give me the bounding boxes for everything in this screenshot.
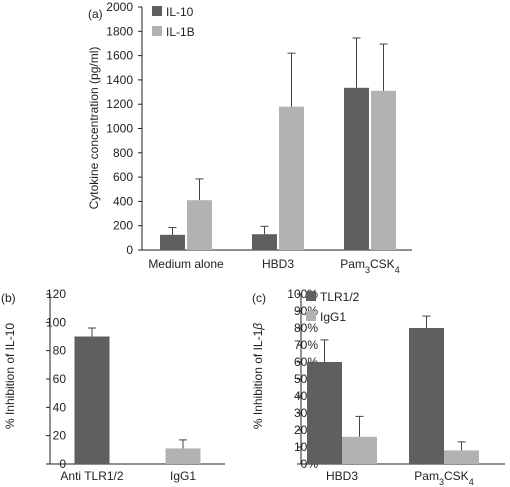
y-tick-label: 1800 xyxy=(106,24,133,38)
legend-swatch xyxy=(152,26,162,36)
x-tick-label: Pam3CSK4 xyxy=(414,469,473,487)
legend-label: IgG1 xyxy=(320,310,346,324)
bar xyxy=(187,200,212,250)
chart-panel-3: (c)0%10%20%30%40%50%60%70%80%90%100%% In… xyxy=(251,287,505,487)
y-tick-label: 20 xyxy=(53,429,67,443)
x-tick-label: HBD3 xyxy=(262,257,294,271)
bar xyxy=(409,328,444,464)
x-tick-label: Anti TLR1/2 xyxy=(60,469,123,483)
y-tick-label: 800 xyxy=(113,146,133,160)
legend-swatch xyxy=(306,311,316,321)
y-tick-label: 100 xyxy=(46,315,66,329)
legend-label: TLR1/2 xyxy=(320,290,360,304)
y-tick-label: 40 xyxy=(53,400,67,414)
y-tick-label: 80 xyxy=(53,344,67,358)
x-tick-label: Medium alone xyxy=(148,257,224,271)
panel-label: (a) xyxy=(88,7,103,21)
y-tick-label: 1600 xyxy=(106,49,133,63)
y-tick-label: 0 xyxy=(126,243,133,257)
y-axis-label: Cytokine concentration (pg/ml) xyxy=(87,47,101,210)
legend-label: IL-10 xyxy=(166,5,194,19)
legend-swatch xyxy=(152,6,162,16)
y-tick-label: 80% xyxy=(294,321,318,335)
y-tick-label: 70% xyxy=(294,338,318,352)
y-tick-label: 1000 xyxy=(106,122,133,136)
y-tick-label: 60 xyxy=(53,372,67,386)
y-tick-label: 200 xyxy=(113,219,133,233)
legend-label: IL-1B xyxy=(166,25,195,39)
chart-panel-1: (a) 0 200 400 600 800 1000 1200 1400 1600 1800 2000… xyxy=(87,0,412,275)
bar xyxy=(307,362,342,464)
bar xyxy=(160,234,185,250)
panel-label: (c) xyxy=(252,291,266,305)
y-tick-label: 1400 xyxy=(106,73,133,87)
y-tick-label: 2000 xyxy=(106,0,133,14)
legend-swatch xyxy=(306,291,316,301)
bar xyxy=(165,448,201,464)
bar xyxy=(444,450,479,464)
x-tick-label: IgG1 xyxy=(170,469,196,483)
panel-label: (b) xyxy=(1,291,16,305)
y-tick-label: 120 xyxy=(46,287,66,301)
y-tick-label: 600 xyxy=(113,170,133,184)
bar xyxy=(279,106,304,250)
x-tick-label: HBD3 xyxy=(326,469,358,483)
x-tick-label: Pam3CSK4 xyxy=(340,257,399,275)
y-tick-label: 1200 xyxy=(106,97,133,111)
bar xyxy=(342,436,377,464)
bar xyxy=(74,336,110,464)
y-axis-label: % Inhibition of IL-1β xyxy=(251,323,265,429)
y-tick-label: 400 xyxy=(113,194,133,208)
y-axis-label: % Inhibition of IL-10 xyxy=(3,323,17,429)
bar xyxy=(344,87,369,250)
bar xyxy=(371,90,396,251)
bar xyxy=(252,234,277,250)
